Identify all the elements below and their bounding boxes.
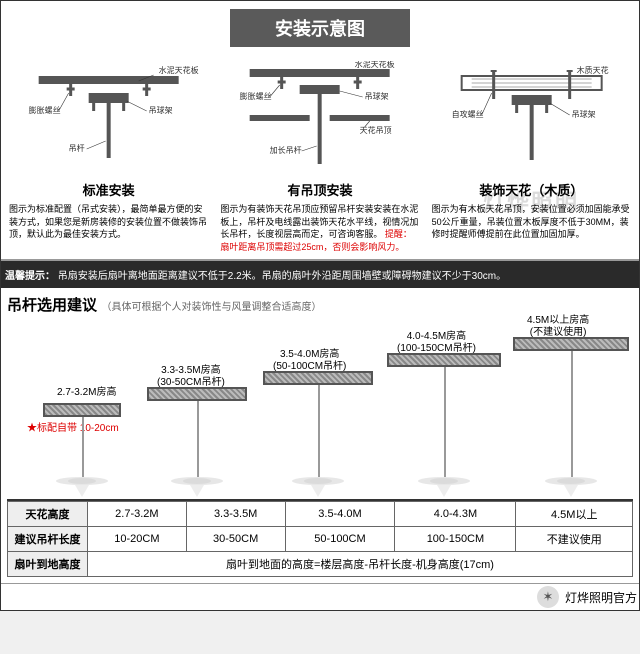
tip-text: 吊扇安装后扇叶离地面距离建议不低于2.2米。吊扇的扇叶外沿距周围墙壁或障碍物建议… — [58, 271, 506, 282]
selection-subtitle: （具体可根据个人对装饰性与风量调整合适高度） — [101, 302, 321, 313]
step-label: 4.5M以上房高(不建议使用) — [527, 315, 589, 339]
selection-heading: 吊杆选用建议 （具体可根据个人对装饰性与风量调整合适高度） — [7, 294, 633, 315]
step-bar — [43, 403, 121, 417]
spec-table: 天花高度 2.7-3.2M 3.3-3.5M 3.5-4.0M 4.0-4.3M… — [7, 501, 633, 577]
table-cell: 30-50CM — [186, 527, 285, 552]
fan-icon — [544, 471, 598, 501]
tip-label: 温馨提示： — [5, 271, 55, 282]
table-cell: 100-150CM — [395, 527, 516, 552]
diagram-standard: 水泥天花板 膨胀螺丝 吊球架 吊杆 标准安装 图示为标准配置（吊式安装），最简单… — [3, 59, 214, 255]
table-cell: 2.7-3.2M — [88, 502, 187, 527]
table-cell: 不建议使用 — [516, 527, 633, 552]
label-ceiling: 水泥天花板 — [159, 65, 199, 75]
table-cell: 10-20CM — [88, 527, 187, 552]
step-label: 3.5-4.0M房高(50-100CM吊杆) — [273, 349, 346, 373]
label-screw: 膨胀螺丝 — [29, 105, 61, 115]
table-cell: 4.5M以上 — [516, 502, 633, 527]
fan-rod — [82, 417, 84, 477]
table-cell: 3.5-4.0M — [285, 502, 395, 527]
step-label: 3.3-3.5M房高(30-50CM吊杆) — [157, 365, 225, 389]
step-bar — [147, 387, 247, 401]
label-ceiling2: 天花吊顶 — [360, 125, 392, 135]
rod-selection-section: 吊杆选用建议 （具体可根据个人对装饰性与风量调整合适高度） ★标配自带 10-2… — [1, 288, 639, 583]
diagram-suspended-desc: 图示为有装饰天花吊顶应预留吊杆安装安装在水泥板上，吊杆及电线露出装饰天花水平线，… — [216, 203, 423, 253]
tip-bar: 温馨提示： 吊扇安装后扇叶离地面距离建议不低于2.2米。吊扇的扇叶外沿距周围墙壁… — [1, 261, 639, 288]
install-diagrams-row: 灯烨照明 水泥天花板 膨胀螺丝 吊球架 吊杆 标准安装 图示为标准配置（吊式安装… — [1, 55, 639, 261]
table-row: 扇叶到地高度 扇叶到地面的高度=楼层高度-吊杆长度-机身高度(17cm) — [8, 552, 633, 577]
fan-icon — [291, 471, 345, 501]
table-cell: 3.3-3.5M — [186, 502, 285, 527]
diagram-wooden-svg: 木质天花 自攻螺丝 吊球架 — [428, 61, 635, 171]
red-standard-note: ★标配自带 10-20cm — [27, 419, 119, 434]
diagram-suspended: 水泥天花板 膨胀螺丝 吊球架 天花吊顶 加长吊杆 有吊顶安装 图示为有装饰天花吊… — [214, 59, 425, 255]
table-formula: 扇叶到地面的高度=楼层高度-吊杆长度-机身高度(17cm) — [88, 552, 633, 577]
fan-icon — [417, 471, 471, 501]
spec-table-wrap: 天花高度 2.7-3.2M 3.3-3.5M 3.5-4.0M 4.0-4.3M… — [7, 499, 633, 577]
document-root: 安装示意图 灯烨照明 水泥天花板 膨胀螺丝 吊球架 吊杆 标准安装 — [0, 0, 640, 611]
diagram-suspended-svg: 水泥天花板 膨胀螺丝 吊球架 天花吊顶 加长吊杆 — [216, 61, 423, 171]
fan-rod — [318, 385, 320, 477]
header-title: 安装示意图 — [230, 9, 410, 47]
label-rod: 加长吊杆 — [270, 145, 302, 155]
step-bar — [387, 353, 501, 367]
diagram-suspended-title: 有吊顶安装 — [216, 180, 423, 199]
table-row: 天花高度 2.7-3.2M 3.3-3.5M 3.5-4.0M 4.0-4.3M… — [8, 502, 633, 527]
step-label: 2.7-3.2M房高 — [57, 387, 116, 399]
fan-rod — [197, 401, 199, 477]
step-bar — [513, 337, 629, 351]
wechat-icon: ✶ — [537, 586, 559, 608]
label-bracket: 吊球架 — [149, 105, 173, 115]
step-bar — [263, 371, 373, 385]
table-row: 建议吊杆长度 10-20CM 30-50CM 50-100CM 100-150C… — [8, 527, 633, 552]
fan-rod — [444, 367, 446, 477]
steps-staircase: ★标配自带 10-20cm 2.7-3.2M房高 3.3-3.5M房高(30-50… — [7, 319, 633, 499]
diagram-standard-svg: 水泥天花板 膨胀螺丝 吊球架 吊杆 — [5, 61, 212, 171]
row-head: 天花高度 — [8, 502, 88, 527]
fan-icon — [170, 471, 224, 501]
selection-title: 吊杆选用建议 — [7, 297, 97, 314]
diagram-standard-desc: 图示为标准配置（吊式安装），最简单最方便的安装方式，如果您是新房装修的安装位置不… — [5, 203, 212, 241]
fan-icon — [55, 471, 109, 501]
label-bracket: 吊球架 — [365, 91, 389, 101]
table-cell: 4.0-4.3M — [395, 502, 516, 527]
footer-brand: 灯烨照明官方 — [565, 589, 637, 606]
label-ceiling: 木质天花 — [576, 65, 608, 75]
label-ceiling: 水泥天花板 — [355, 61, 395, 69]
label-screw: 自攻螺丝 — [451, 109, 483, 119]
row-head: 建议吊杆长度 — [8, 527, 88, 552]
diagram-wooden-desc: 图示为有木板天花吊顶，安装位置必须加固能承受50公斤重量，吊装位置木板厚度不低于… — [428, 203, 635, 241]
diagram-wooden-title: 装饰天花（木质） — [428, 180, 635, 199]
fan-rod — [571, 351, 573, 477]
step-label: 4.0-4.5M房高(100-150CM吊杆) — [397, 331, 476, 355]
label-rod: 吊杆 — [69, 143, 85, 153]
footer-bar: ✶ 灯烨照明官方 — [1, 583, 639, 610]
label-screw: 膨胀螺丝 — [240, 91, 272, 101]
table-cell: 50-100CM — [285, 527, 395, 552]
diagram-wooden: 木质天花 自攻螺丝 吊球架 装饰天花（木质） 图示为有木板天花吊顶，安装位置必须… — [426, 59, 637, 255]
row-head: 扇叶到地高度 — [8, 552, 88, 577]
label-bracket: 吊球架 — [571, 109, 595, 119]
diagram-standard-title: 标准安装 — [5, 180, 212, 199]
